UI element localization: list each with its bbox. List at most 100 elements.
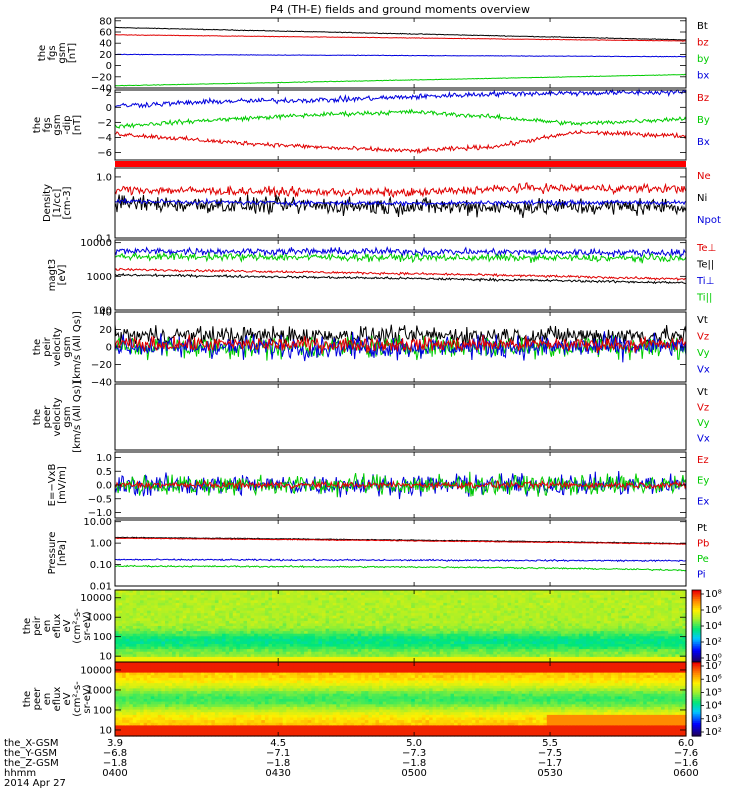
heatmap-cell [147,623,152,627]
heatmap-cell [254,615,259,619]
heatmap-cell [561,628,566,632]
heatmap-cell [264,633,270,637]
heatmap-cell [554,618,559,622]
heatmap-cell [379,659,384,663]
heatmap-cell [536,626,541,630]
heatmap-cell [475,646,480,650]
heatmap-cell [140,615,145,619]
heatmap-cell [643,646,648,650]
heatmap-cell [289,620,295,625]
heatmap-cell [136,644,141,648]
heatmap-cell [197,623,202,627]
heatmap-cell [143,636,148,640]
heatmap-cell [322,595,327,599]
heatmap-cell [557,651,562,655]
heatmap-cell [239,608,245,612]
heatmap-cell [489,597,494,601]
heatmap-cell [186,644,191,648]
series-line-pe [115,564,686,572]
heatmap-cell [682,592,687,596]
heatmap-cell [186,646,191,650]
heatmap-cell [639,592,644,596]
heatmap-cell [154,618,159,622]
heatmap-cell [529,641,534,645]
heatmap-cell [222,626,227,630]
heatmap-cell [179,649,184,653]
heatmap-cell [229,659,234,663]
heatmap-cell [125,696,130,700]
heatmap-cell [439,654,444,658]
heatmap-cell [143,600,148,604]
heatmap-cell [518,600,523,604]
heatmap-cell [289,610,295,614]
heatmap-cell [518,649,523,653]
heatmap-cell [671,613,676,617]
heatmap-cell [529,644,534,648]
heatmap-cell [179,615,184,619]
heatmap-cell [140,597,145,601]
heatmap-cell [161,644,166,648]
heatmap-cell [175,644,180,648]
heatmap-cell [371,610,377,614]
heatmap-cell [536,600,541,604]
heatmap-cell [132,667,137,671]
heatmap-cell [532,608,537,612]
heatmap-cell [225,633,230,637]
heatmap-cell [293,608,298,612]
heatmap-cell [421,618,427,622]
heatmap-cell [489,633,494,637]
heatmap-cell [136,656,141,661]
heatmap-cell [546,638,551,643]
heatmap-cell [389,638,394,643]
heatmap-cell [536,620,541,625]
heatmap-cell [207,623,212,627]
heatmap-cell [521,644,526,648]
heatmap-cell [671,620,676,625]
heatmap-cell [521,654,526,658]
heatmap-cell [165,602,170,607]
heatmap-cell [175,646,180,650]
heatmap-cell [275,651,280,655]
heatmap-cell [118,595,123,599]
heatmap-cell [603,592,609,596]
heatmap-cell [214,618,220,622]
heatmap-cell [639,597,644,601]
heatmap-cell [571,602,576,607]
heatmap-cell [250,628,255,632]
heatmap-cell [561,608,566,612]
heatmap-cell [132,610,137,614]
heatmap-cell [664,597,669,601]
heatmap-cell [479,633,484,637]
heatmap-cell [586,592,591,596]
y-axis-label: magt3 [47,259,58,292]
heatmap-cell [614,631,619,635]
heatmap-cell [189,646,195,650]
heatmap-cell [182,644,187,648]
heatmap-cell [621,597,626,601]
heatmap-cell [603,602,609,607]
heatmap-cell [364,605,369,609]
heatmap-cell [225,592,230,596]
heatmap-cell [500,644,505,648]
heatmap-cell [182,631,187,635]
heatmap-cell [518,608,523,612]
heatmap-cell [168,631,173,635]
heatmap-cell [150,654,155,658]
heatmap-cell [575,626,580,630]
heatmap-cell [154,638,159,643]
heatmap-cell [614,651,619,655]
heatmap-cell [425,618,430,622]
heatmap-cell [539,600,544,604]
heatmap-cell [375,628,380,632]
heatmap-cell [311,590,316,594]
heatmap-cell [289,595,295,599]
heatmap-cell [404,654,409,658]
heatmap-cell [393,631,398,635]
heatmap-cell [578,638,584,643]
heatmap-cell [304,623,309,627]
heatmap-cell [539,656,544,661]
heatmap-cell [204,592,209,596]
heatmap-cell [157,595,162,599]
heatmap-cell [268,610,273,614]
heatmap-cell [175,602,180,607]
